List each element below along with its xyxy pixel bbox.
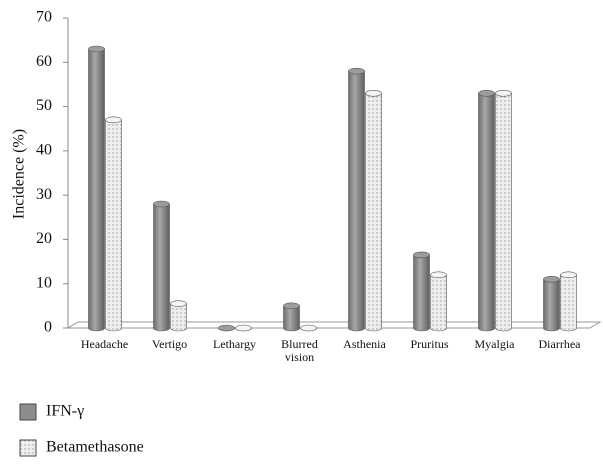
bar bbox=[413, 254, 430, 332]
x-tick-label: Myalgia bbox=[474, 337, 515, 351]
bar bbox=[543, 278, 560, 332]
y-tick-label: 60 bbox=[36, 53, 52, 70]
x-tick-label: Diarrhea bbox=[538, 337, 581, 351]
y-tick-label: 40 bbox=[36, 142, 52, 159]
bar bbox=[153, 203, 170, 332]
y-tick-label: 50 bbox=[36, 97, 52, 114]
bar-cap bbox=[430, 271, 447, 279]
bar bbox=[348, 70, 365, 332]
bar-cap bbox=[235, 324, 252, 332]
legend-label: Betamethasone bbox=[46, 439, 144, 456]
legend-swatch bbox=[19, 439, 37, 457]
bar-cap bbox=[413, 251, 430, 259]
x-tick-label: Lethargy bbox=[212, 337, 257, 351]
y-tick-label: 70 bbox=[36, 9, 52, 26]
floor bbox=[66, 321, 602, 329]
bar-cap bbox=[153, 200, 170, 208]
bar-cap bbox=[543, 275, 560, 283]
bar bbox=[283, 305, 300, 332]
bar bbox=[430, 274, 447, 332]
bar-cap bbox=[218, 324, 235, 332]
y-axis-label: Incidence (%) bbox=[11, 129, 28, 219]
bar-cap bbox=[300, 324, 317, 332]
x-tick-label: Pruritus bbox=[410, 337, 449, 351]
bar bbox=[478, 92, 495, 332]
bar-cap bbox=[283, 302, 300, 310]
bar-cap bbox=[348, 67, 365, 75]
x-tick-label: Vertigo bbox=[151, 337, 188, 351]
legend-label: IFN-γ bbox=[46, 403, 84, 420]
bar-cap bbox=[365, 89, 382, 97]
x-tick-label: Blurred vision bbox=[281, 337, 318, 364]
x-tick-label: Headache bbox=[80, 337, 129, 351]
bar-cap bbox=[495, 89, 512, 97]
bar-cap bbox=[560, 271, 577, 279]
bar-cap bbox=[88, 45, 105, 53]
bar bbox=[170, 303, 187, 332]
bar-cap bbox=[478, 89, 495, 97]
y-tick-label: 20 bbox=[36, 230, 52, 247]
x-tick-label: Asthenia bbox=[343, 337, 386, 351]
bar bbox=[365, 92, 382, 332]
legend-swatch bbox=[19, 403, 37, 421]
bar-cap bbox=[105, 116, 122, 124]
y-tick-label: 0 bbox=[44, 319, 52, 336]
bar-cap bbox=[170, 300, 187, 307]
y-tick-label: 30 bbox=[36, 186, 52, 203]
y-tick-label: 10 bbox=[36, 274, 52, 291]
bar bbox=[105, 119, 122, 332]
bar bbox=[88, 48, 105, 332]
bar bbox=[495, 92, 512, 332]
bar bbox=[560, 274, 577, 332]
